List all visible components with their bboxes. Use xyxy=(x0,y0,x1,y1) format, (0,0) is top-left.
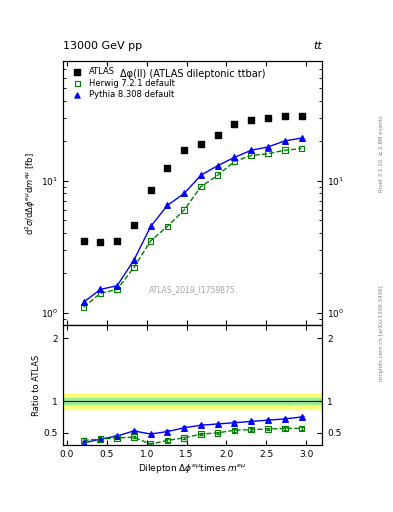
ATLAS xyxy=(97,239,103,247)
Point xyxy=(198,430,204,438)
Point xyxy=(215,429,221,437)
Point xyxy=(298,413,305,421)
Point xyxy=(114,434,120,442)
ATLAS xyxy=(282,112,288,120)
Y-axis label: d$^2\sigma$/d$\Delta\phi^{e\mu}$d$m^{e\mu}$ [fb]: d$^2\sigma$/d$\Delta\phi^{e\mu}$d$m^{e\m… xyxy=(24,152,38,234)
Herwig 7.2.1 default xyxy=(181,206,187,214)
Pythia 8.308 default xyxy=(298,134,305,142)
Herwig 7.2.1 default xyxy=(131,263,137,271)
Point xyxy=(248,417,254,425)
ATLAS xyxy=(131,221,137,229)
Point xyxy=(265,416,271,424)
Point xyxy=(131,427,137,435)
ATLAS xyxy=(231,120,238,128)
Herwig 7.2.1 default xyxy=(97,289,103,297)
Pythia 8.308 default xyxy=(248,146,254,154)
X-axis label: Dilepton $\Delta\phi^{e\mu}$times $m^{e\mu}$: Dilepton $\Delta\phi^{e\mu}$times $m^{e\… xyxy=(138,462,247,475)
ATLAS xyxy=(181,146,187,154)
Herwig 7.2.1 default xyxy=(114,285,120,293)
ATLAS xyxy=(198,140,204,148)
ATLAS xyxy=(81,237,87,245)
ATLAS xyxy=(164,164,171,172)
Text: ATLAS_2019_I1759875: ATLAS_2019_I1759875 xyxy=(149,285,236,294)
Pythia 8.308 default xyxy=(181,189,187,198)
Herwig 7.2.1 default xyxy=(298,144,305,153)
Point xyxy=(282,424,288,433)
ATLAS xyxy=(265,114,271,122)
Pythia 8.308 default xyxy=(215,161,221,169)
Point xyxy=(181,423,187,432)
Point xyxy=(181,434,187,442)
Pythia 8.308 default xyxy=(265,143,271,151)
Legend: ATLAS, Herwig 7.2.1 default, Pythia 8.308 default: ATLAS, Herwig 7.2.1 default, Pythia 8.30… xyxy=(67,66,176,101)
Pythia 8.308 default xyxy=(198,171,204,179)
Pythia 8.308 default xyxy=(81,298,87,306)
Point xyxy=(81,439,87,447)
Herwig 7.2.1 default xyxy=(81,303,87,311)
ATLAS xyxy=(114,237,120,245)
Point xyxy=(198,421,204,430)
Herwig 7.2.1 default xyxy=(164,222,171,230)
Point xyxy=(248,425,254,434)
Herwig 7.2.1 default xyxy=(231,157,238,165)
Point xyxy=(97,435,103,443)
Pythia 8.308 default xyxy=(131,256,137,264)
ATLAS xyxy=(248,116,254,124)
Herwig 7.2.1 default xyxy=(282,146,288,154)
Point xyxy=(215,420,221,428)
Point xyxy=(164,428,171,436)
Text: tt: tt xyxy=(314,40,322,51)
Point xyxy=(131,433,137,441)
ATLAS xyxy=(298,112,305,120)
Point xyxy=(147,430,154,438)
Bar xyxy=(63,394,322,409)
Herwig 7.2.1 default xyxy=(248,152,254,160)
Bar xyxy=(63,398,322,404)
Point xyxy=(164,436,171,444)
Y-axis label: Ratio to ATLAS: Ratio to ATLAS xyxy=(32,355,41,416)
Point xyxy=(265,425,271,433)
Point xyxy=(114,432,120,440)
Point xyxy=(81,436,87,444)
Pythia 8.308 default xyxy=(231,153,238,161)
Pythia 8.308 default xyxy=(147,222,154,230)
Herwig 7.2.1 default xyxy=(215,171,221,179)
Herwig 7.2.1 default xyxy=(198,183,204,191)
Herwig 7.2.1 default xyxy=(265,150,271,158)
ATLAS xyxy=(215,132,221,140)
Point xyxy=(231,426,238,434)
Point xyxy=(231,419,238,427)
Herwig 7.2.1 default xyxy=(147,237,154,245)
Pythia 8.308 default xyxy=(114,282,120,290)
Point xyxy=(147,440,154,449)
Point xyxy=(97,435,103,443)
Text: Δφ(ll) (ATLAS dileptonic ttbar): Δφ(ll) (ATLAS dileptonic ttbar) xyxy=(120,69,265,79)
Point xyxy=(298,424,305,433)
Text: mcplots.cern.ch [arXiv:1306.3436]: mcplots.cern.ch [arXiv:1306.3436] xyxy=(379,285,384,380)
Pythia 8.308 default xyxy=(97,285,103,293)
Pythia 8.308 default xyxy=(164,201,171,209)
ATLAS xyxy=(147,186,154,194)
Pythia 8.308 default xyxy=(282,137,288,145)
Text: Rivet 3.1.10, ≥ 2.8M events: Rivet 3.1.10, ≥ 2.8M events xyxy=(379,115,384,192)
Point xyxy=(282,415,288,423)
Text: 13000 GeV pp: 13000 GeV pp xyxy=(63,40,142,51)
